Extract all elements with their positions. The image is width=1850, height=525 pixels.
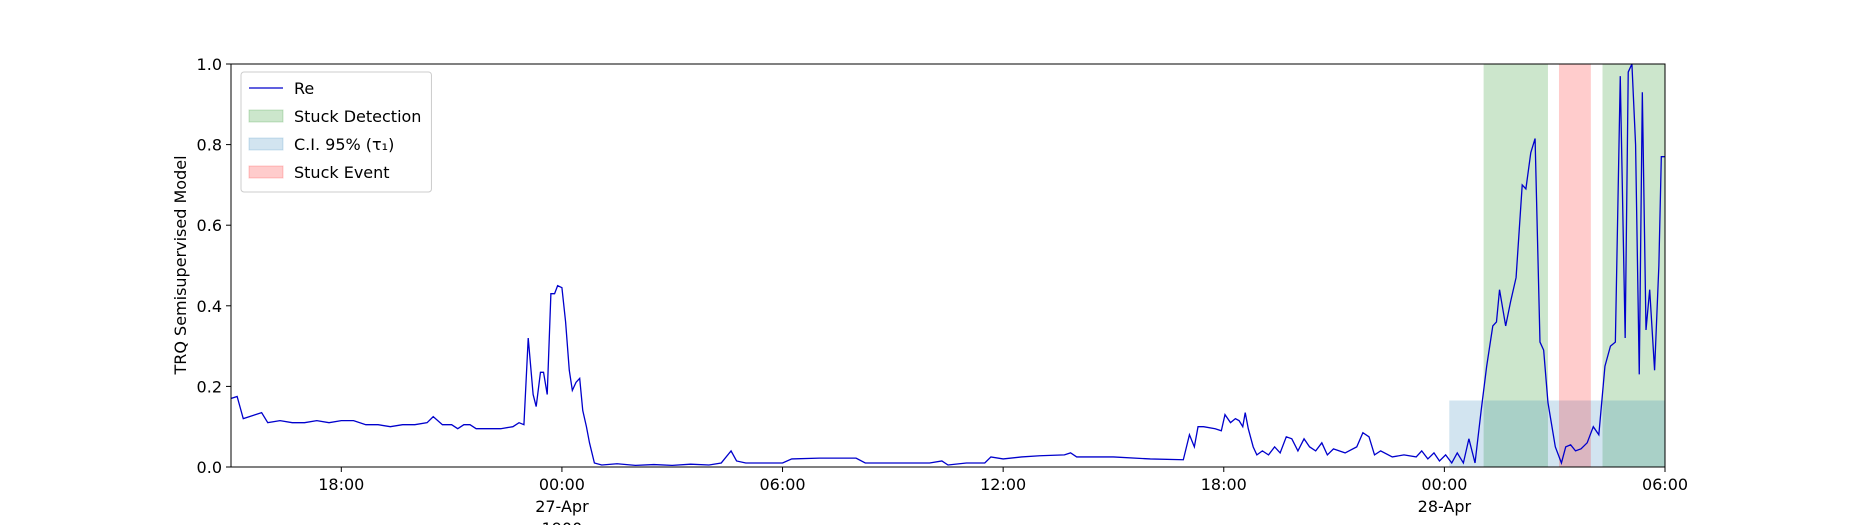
- shaded-region: [1483, 64, 1548, 467]
- plot-area: [231, 64, 1665, 467]
- legend-label: C.I. 95% (τ₁): [294, 135, 394, 154]
- x-tick-label: 00:00 28-Apr: [1418, 475, 1472, 516]
- shaded-region: [1449, 400, 1665, 467]
- x-tick-label: 18:00: [318, 475, 364, 494]
- x-tick-label: 06:00: [1642, 475, 1688, 494]
- y-tick-label: 0.0: [197, 458, 222, 477]
- y-tick-label: 0.4: [197, 297, 222, 316]
- y-tick-label: 0.6: [197, 216, 222, 235]
- line: [231, 64, 1665, 467]
- legend-label: Re: [294, 79, 314, 98]
- legend-patch: [248, 109, 284, 123]
- shaded-region: [1558, 64, 1591, 467]
- plot-frame: [230, 63, 1666, 468]
- legend-label: Stuck Detection: [294, 107, 421, 126]
- x-tick-label: 06:00: [759, 475, 805, 494]
- x-tick-label: 12:00: [980, 475, 1026, 494]
- x-tick-label: 18:00: [1201, 475, 1247, 494]
- y-tick-label: 0.2: [197, 377, 222, 396]
- y-tick-label: 0.8: [197, 136, 222, 155]
- legend-patch: [248, 165, 284, 179]
- shaded-region: [1602, 64, 1665, 467]
- y-axis-label: TRQ Semisupervised Model: [171, 155, 190, 375]
- legend-label: Stuck Event: [294, 163, 390, 182]
- legend-box: [240, 71, 432, 193]
- y-tick-label: 1.0: [197, 55, 222, 74]
- legend-patch: [248, 137, 284, 151]
